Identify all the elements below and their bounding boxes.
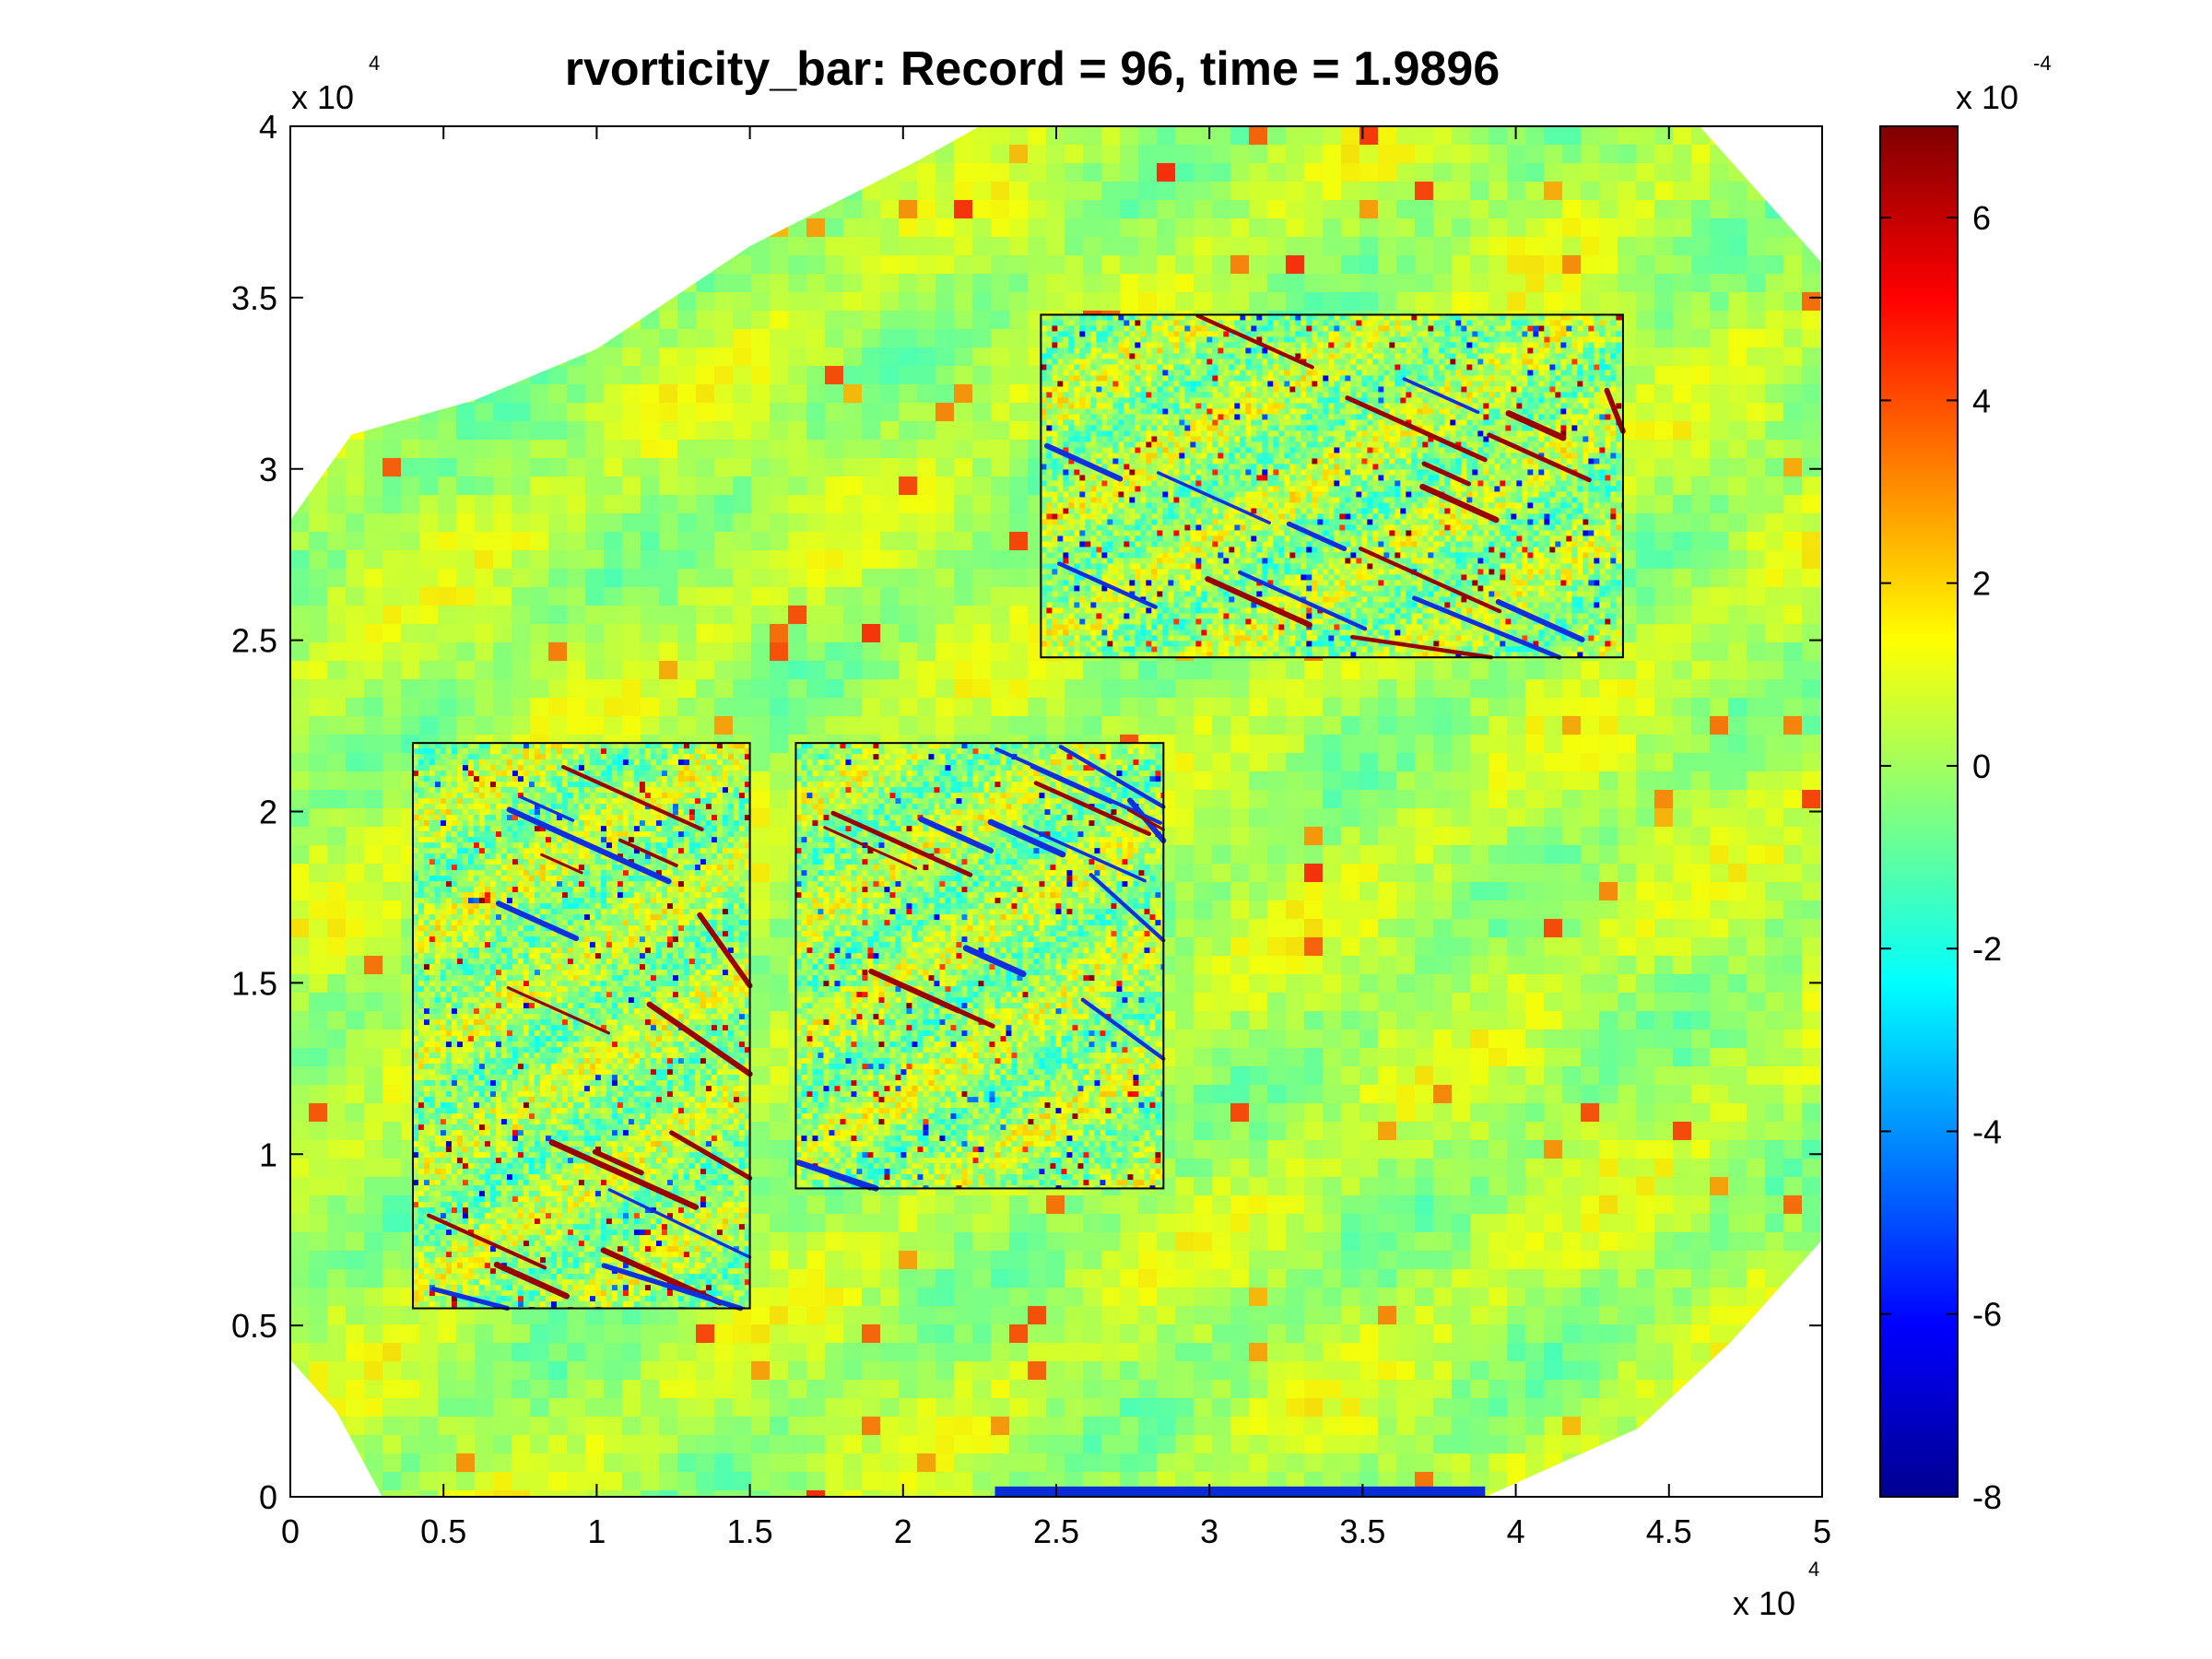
colorbar: -8 -6 -4 -2 0 2 4 6 x 10 -4 bbox=[1880, 52, 2052, 1516]
nested-box-3 bbox=[1041, 314, 1623, 657]
x-tick-label: 4 bbox=[1507, 1512, 1525, 1550]
colorbar-tick-label: 2 bbox=[1972, 565, 1991, 603]
x-multiplier-exponent: 4 bbox=[1808, 1558, 1819, 1581]
y-tick-label: 4 bbox=[259, 108, 277, 146]
nested-box-1 bbox=[413, 743, 750, 1308]
colorbar-tick-label: 0 bbox=[1972, 747, 1991, 785]
nested-box-2 bbox=[795, 743, 1163, 1188]
y-multiplier-base: x 10 bbox=[291, 78, 354, 116]
x-tick-label: 0.5 bbox=[420, 1512, 466, 1550]
colorbar-tick-label: -8 bbox=[1972, 1478, 2002, 1516]
colorbar-tick-label: 4 bbox=[1972, 382, 1991, 419]
y-tick-label: 2.5 bbox=[231, 622, 277, 660]
colorbar-tick-label: 6 bbox=[1972, 199, 1991, 237]
colorbar-multiplier-base: x 10 bbox=[1956, 78, 2018, 116]
colorbar-tick-label: -4 bbox=[1972, 1112, 2002, 1150]
y-tick-label: 0.5 bbox=[231, 1307, 277, 1345]
y-tick-label: 2 bbox=[259, 794, 277, 831]
x-tick-label: 2.5 bbox=[1033, 1512, 1079, 1550]
colorbar-tick-label: -6 bbox=[1972, 1296, 2002, 1334]
y-tick-label: 1.5 bbox=[231, 964, 277, 1002]
colorbar-tick-label: -2 bbox=[1972, 930, 2002, 968]
x-tick-label: 5 bbox=[1813, 1512, 1831, 1550]
colorbar-multiplier-exponent: -4 bbox=[2033, 52, 2052, 75]
x-tick-label: 1 bbox=[587, 1512, 606, 1550]
x-tick-label: 1.5 bbox=[727, 1512, 773, 1550]
x-tick-label: 0 bbox=[281, 1512, 300, 1550]
x-multiplier-base: x 10 bbox=[1733, 1584, 1795, 1622]
chart-title: rvorticity_bar: Record = 96, time = 1.98… bbox=[565, 42, 1500, 96]
colorbar-gradient bbox=[1880, 126, 1958, 1497]
y-multiplier: x 10 4 bbox=[291, 52, 380, 116]
y-tick-label: 3 bbox=[259, 451, 277, 488]
x-tick-label: 3.5 bbox=[1339, 1512, 1385, 1550]
x-multiplier: x 10 4 bbox=[1733, 1558, 1819, 1622]
y-tick-label: 3.5 bbox=[231, 279, 277, 317]
y-tick-label: 0 bbox=[259, 1478, 277, 1516]
x-tick-label: 4.5 bbox=[1646, 1512, 1692, 1550]
y-multiplier-exponent: 4 bbox=[369, 52, 380, 75]
y-tick-label: 1 bbox=[259, 1135, 277, 1173]
x-tick-label: 2 bbox=[894, 1512, 912, 1550]
x-tick-label: 3 bbox=[1200, 1512, 1218, 1550]
